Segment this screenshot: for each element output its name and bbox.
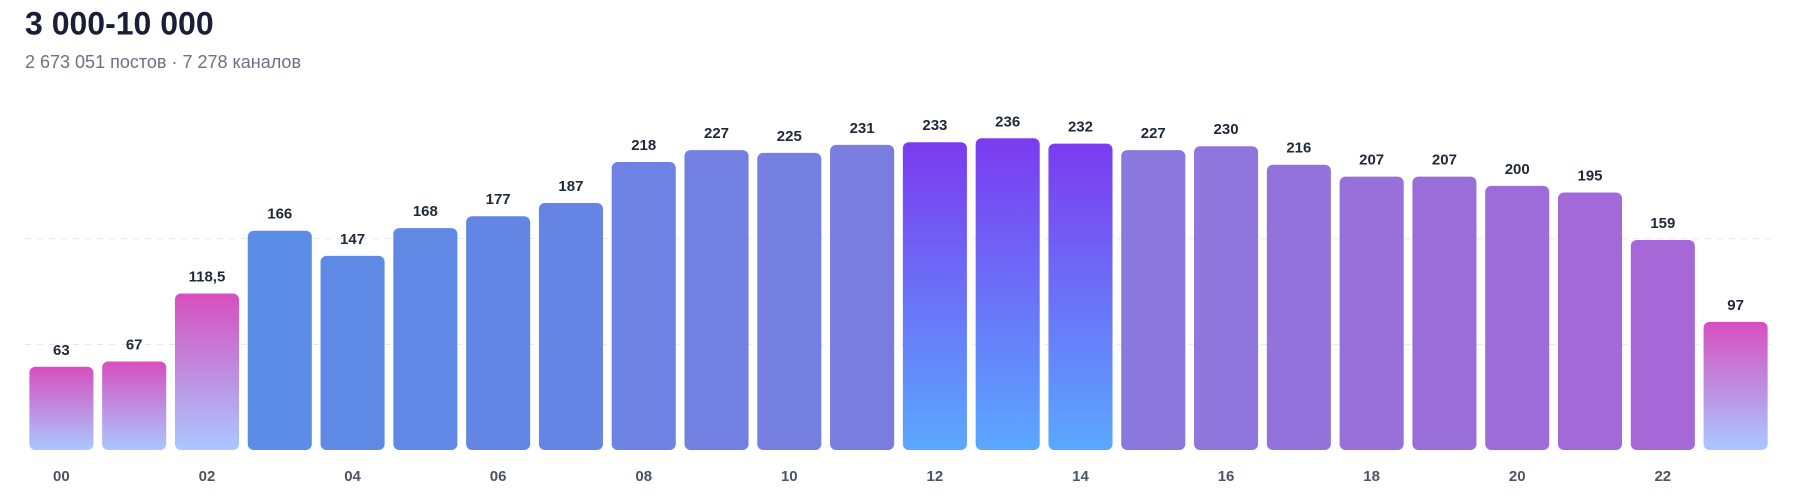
bar	[1412, 176, 1477, 450]
bar	[902, 142, 967, 450]
bar	[1266, 164, 1331, 450]
bar	[830, 144, 895, 450]
value-label: 231	[850, 120, 875, 137]
value-label: 233	[922, 117, 947, 134]
value-label: 118,5	[189, 268, 226, 285]
value-label: 177	[486, 191, 511, 208]
bar	[1339, 176, 1404, 450]
bar	[757, 152, 822, 450]
x-tick-label: 06	[490, 468, 507, 485]
bar	[611, 162, 676, 450]
bar	[466, 216, 531, 450]
value-label: 230	[1214, 121, 1239, 138]
bar	[1630, 239, 1695, 450]
x-tick-label: 14	[1072, 468, 1089, 485]
value-label: 200	[1505, 161, 1530, 178]
x-tick-label: 16	[1218, 468, 1235, 485]
value-label: 232	[1068, 119, 1093, 136]
chart-subtitle: 2 673 051 постов · 7 278 каналов	[25, 52, 301, 72]
value-label: 147	[340, 231, 365, 248]
value-label: 67	[126, 336, 143, 353]
bar	[174, 293, 240, 450]
value-label: 227	[1141, 125, 1166, 142]
bar	[1485, 185, 1550, 451]
value-label: 187	[558, 178, 583, 195]
value-label: 63	[53, 342, 70, 359]
x-tick-label: 18	[1363, 468, 1380, 485]
value-label: 207	[1359, 152, 1384, 169]
value-label: 168	[413, 203, 438, 220]
x-tick-label: 20	[1509, 468, 1526, 485]
x-tick-label: 04	[344, 468, 361, 485]
value-label: 216	[1286, 140, 1311, 157]
bar	[975, 138, 1040, 451]
bar	[1121, 150, 1186, 450]
x-tick-label: 08	[635, 468, 652, 485]
x-tick-label: 22	[1654, 468, 1671, 485]
bar	[29, 366, 94, 450]
value-label: 97	[1727, 297, 1744, 314]
bar	[538, 203, 603, 450]
value-label: 218	[631, 137, 656, 154]
bar	[393, 228, 458, 450]
bar	[1703, 321, 1768, 450]
bar	[684, 150, 749, 450]
x-tick-label: 10	[781, 468, 798, 485]
bar	[247, 230, 312, 450]
x-tick-label: 00	[53, 468, 70, 485]
chart-title: 3 000-10 000	[25, 5, 214, 41]
bar	[320, 255, 385, 450]
bar	[1557, 192, 1623, 450]
value-label: 225	[777, 128, 802, 145]
x-tick-label: 12	[927, 468, 944, 485]
bar	[1048, 143, 1113, 451]
value-label: 195	[1578, 167, 1603, 184]
value-label: 227	[704, 125, 729, 142]
bar	[1194, 146, 1259, 451]
value-label: 207	[1432, 152, 1457, 169]
value-label: 159	[1650, 215, 1675, 232]
value-label: 236	[995, 113, 1020, 130]
x-tick-label: 02	[199, 468, 216, 485]
bar	[102, 361, 167, 450]
value-label: 166	[267, 206, 292, 223]
